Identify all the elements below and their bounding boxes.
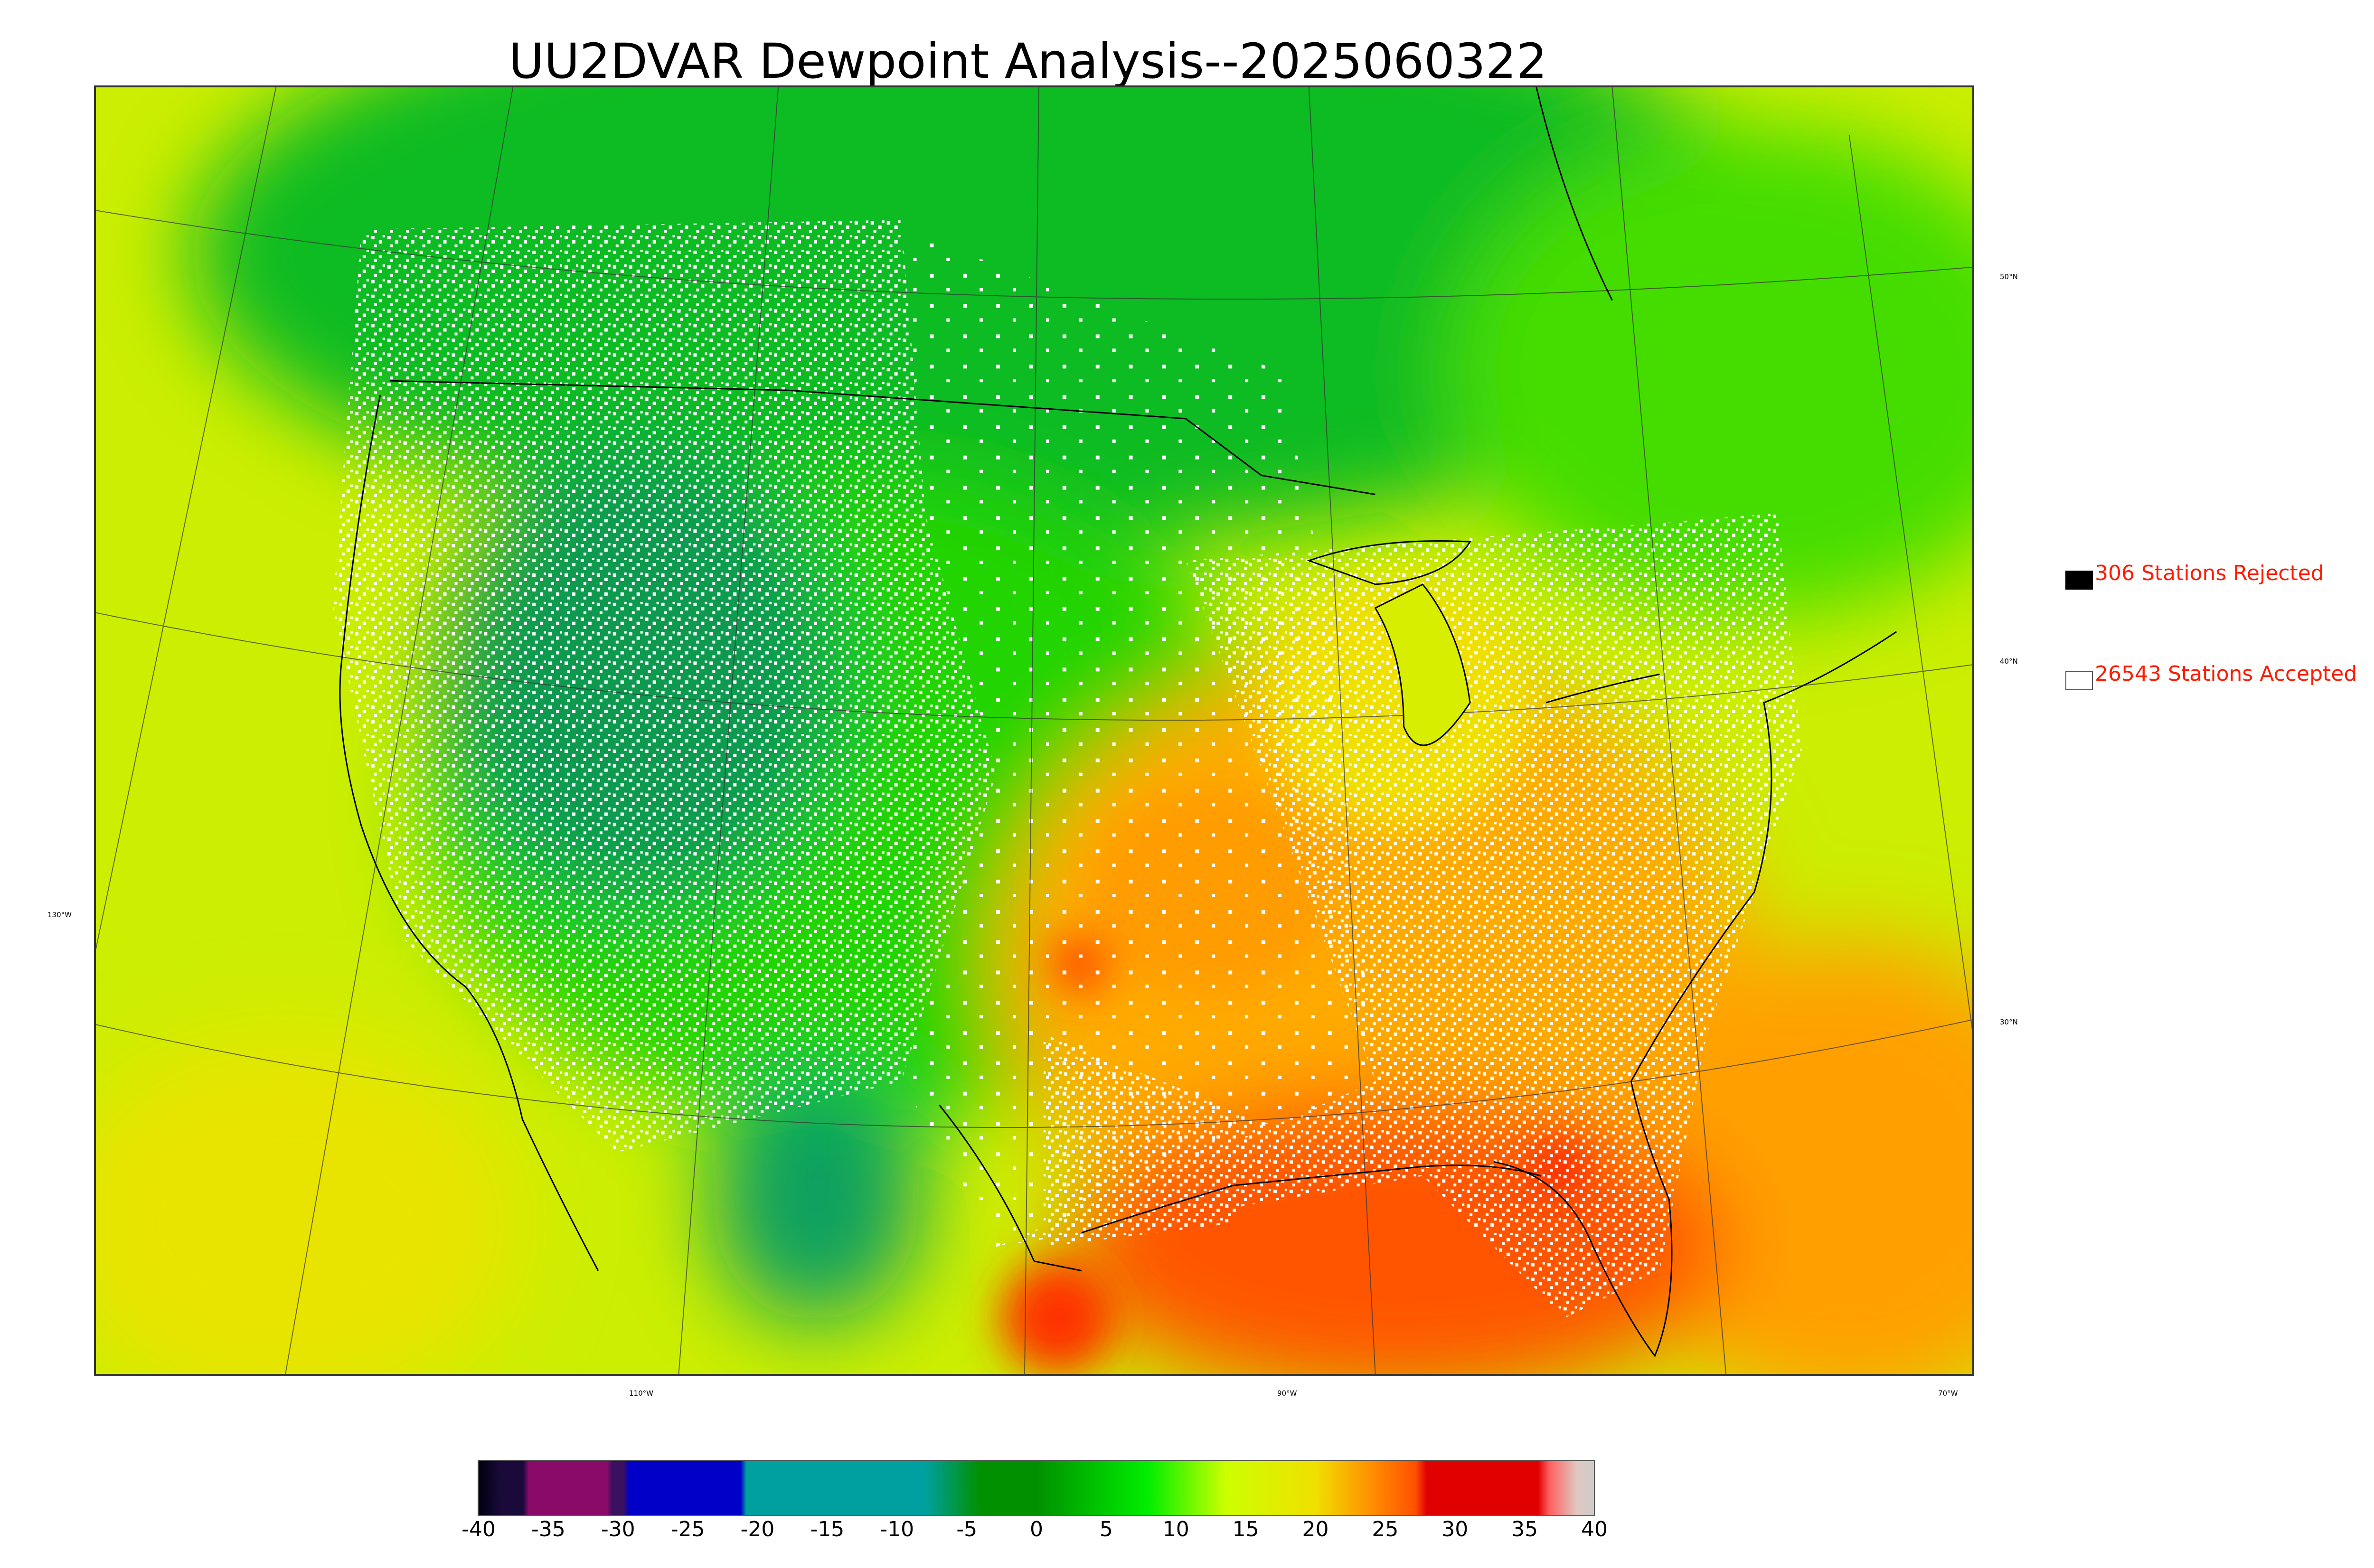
colorbar-tick-label: -15 (810, 1517, 845, 1541)
colorbar-tick-label: -30 (601, 1517, 635, 1541)
lon-label-110w: 110°W (629, 1389, 653, 1398)
colorbar-tick-label: -35 (531, 1517, 565, 1541)
lon-label-70w: 70°W (1938, 1389, 1958, 1398)
parallel-50N (96, 210, 1972, 300)
meridian-70W (1848, 134, 1972, 1033)
lon-label-130w: 130°W (47, 911, 72, 919)
colorbar-tick-label: 20 (1302, 1517, 1329, 1541)
colorbar-tick-label: -10 (880, 1517, 914, 1541)
colorbar-tick-label: -20 (740, 1517, 775, 1541)
lat-label-40n: 40°N (2000, 657, 2018, 666)
meridian-120W (285, 87, 514, 1374)
meridian-80W (1611, 87, 1727, 1374)
lake-michigan (1374, 583, 1471, 746)
station-dots-east (996, 513, 1802, 1318)
mexico-coast-red (1001, 1261, 1115, 1374)
accepted-label: 26543 Stations Accepted (2095, 662, 2357, 686)
map-title: UU2DVAR Dewpoint Analysis--2025060322 (509, 33, 1547, 90)
mexico-plateau-dry (712, 1076, 921, 1323)
dewpoint-map: 50°N 40°N 30°N (94, 85, 2018, 1376)
colorbar-tick-label: 10 (1162, 1517, 1189, 1541)
colorbar-tick-label: -5 (956, 1517, 978, 1541)
colorbar-tick-label: -40 (462, 1517, 496, 1541)
dewpoint-field (96, 87, 1972, 1374)
lake-erie (1545, 673, 1660, 704)
lat-label-50n: 50°N (2000, 272, 2018, 281)
meridian-100W (1024, 87, 1039, 1374)
colorbar-tick-label: 40 (1581, 1517, 1608, 1541)
lat-label-30n: 30°N (2000, 1018, 2018, 1026)
rejected-label: 306 Stations Rejected (2095, 561, 2324, 585)
us-west-coast (339, 394, 599, 1271)
lon-label-90w: 90°W (1277, 1389, 1297, 1398)
lake-superior (1307, 540, 1471, 585)
parallel-30N (96, 1019, 1972, 1128)
accepted-swatch (2065, 671, 2093, 690)
meridian-110W (678, 87, 779, 1374)
gulf-coast (939, 1104, 1542, 1272)
us-canada-border (389, 380, 1375, 495)
hudson-bay-edge (1536, 87, 1613, 301)
colorbar-tick-label: 25 (1372, 1517, 1399, 1541)
station-dots-west (332, 220, 997, 1153)
meridian-130W (96, 87, 277, 949)
colorbar-tick-label: 0 (1030, 1517, 1043, 1541)
graticule (96, 87, 1972, 1374)
parallel-40N (96, 612, 1972, 721)
meridian-90W (1308, 87, 1376, 1374)
us-east-coast (1630, 631, 1897, 1082)
pacific-yellow (96, 1034, 523, 1374)
colorbar-tick-label: 15 (1232, 1517, 1259, 1541)
colorbar-tick-label: 5 (1099, 1517, 1113, 1541)
north-atlantic-green (1446, 125, 1972, 618)
rejected-swatch (2065, 571, 2093, 590)
coastlines (339, 87, 1897, 1358)
colorbar-tick-label: 30 (1441, 1517, 1469, 1541)
station-dots-gulf (1043, 1034, 1281, 1247)
station-dots-central (901, 229, 1375, 1247)
colorbar-tick-label: -25 (670, 1517, 705, 1541)
colorbar (478, 1460, 1595, 1516)
colorbar-tick-label: 35 (1511, 1517, 1538, 1541)
florida-coast (1493, 1081, 1673, 1358)
